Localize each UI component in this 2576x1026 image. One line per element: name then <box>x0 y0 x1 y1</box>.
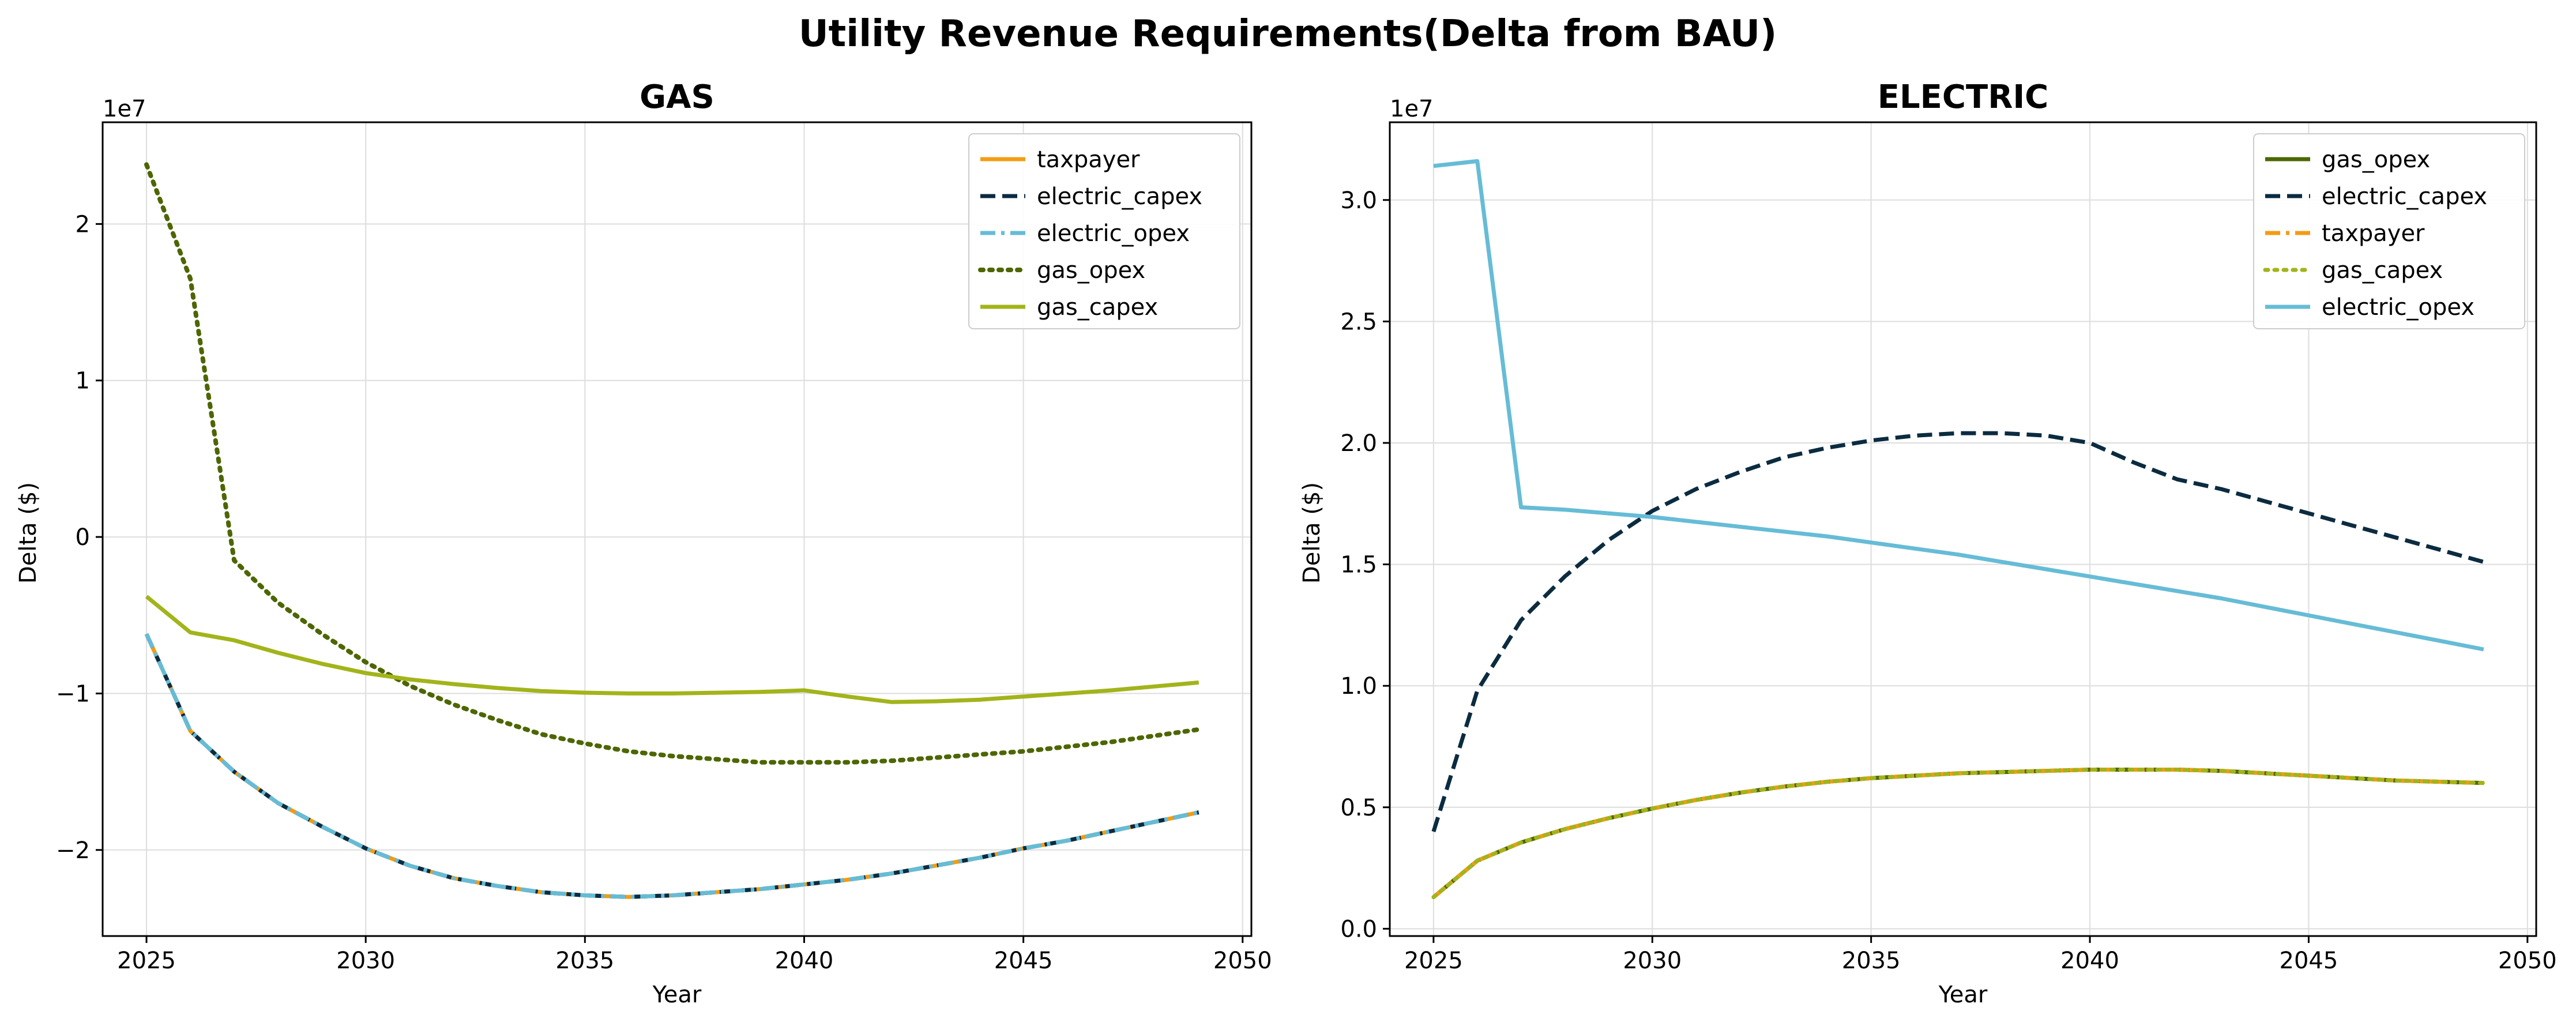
electric-panel-title: ELECTRIC <box>1878 78 2049 116</box>
gas-x-tick-label: 2040 <box>775 948 834 974</box>
gas-y-offset-label: 1e7 <box>103 96 146 122</box>
gas-y-tick-label: 1 <box>76 368 90 394</box>
electric-x-tick-label: 2025 <box>1404 948 1463 974</box>
electric-series-electric-opex <box>1433 159 2484 652</box>
electric-x-tick-label: 2035 <box>1842 948 1901 974</box>
electric-legend-label-taxpayer: taxpayer <box>2322 220 2425 247</box>
electric-series-gas-capex <box>1431 768 2486 900</box>
gas-legend-label-gas-capex: gas_capex <box>1037 294 1158 321</box>
electric-legend: gas_opex electric_capex taxpayer gas_capexe… <box>2253 133 2525 329</box>
electric-y-tick-label: 2.0 <box>1340 430 1377 457</box>
gas-x-tick-label: 2030 <box>336 948 395 974</box>
gas-legend: taxpayer electric_capex electric_opex gas_o… <box>968 133 1240 329</box>
electric-legend-label-electric-opex: electric_opex <box>2322 294 2475 321</box>
gas-axes-frame <box>101 121 1253 937</box>
electric-y-tick-label: 3.0 <box>1340 187 1377 214</box>
electric-x-tick-label: 2050 <box>2498 948 2557 974</box>
gas-legend-label-electric-capex: electric_capex <box>1037 183 1202 210</box>
gas-y-tick-label: −1 <box>56 681 90 707</box>
gas-panel-title: GAS <box>640 78 714 116</box>
electric-legend-label-gas-capex: gas_capex <box>2322 257 2443 284</box>
electric-x-tick-label: 2040 <box>2060 948 2119 974</box>
gas-legend-label-gas-opex: gas_opex <box>1037 257 1145 284</box>
gas-series-electric-opex <box>144 633 1199 899</box>
electric-legend-box <box>2253 133 2525 329</box>
electric-y-tick-label: 1.5 <box>1340 552 1377 578</box>
electric-axes-frame <box>1389 121 2537 937</box>
electric-panel: ELECTRIC 1e7 Year Delta ($) 2025 2030 2035… <box>1299 78 2557 1008</box>
gas-series-gas-opex <box>144 162 1201 765</box>
gas-legend-label-taxpayer: taxpayer <box>1037 146 1140 173</box>
gas-legend-label-electric-opex: electric_opex <box>1037 220 1190 247</box>
gas-legend-box <box>968 133 1240 329</box>
electric-x-axis-label: Year <box>1938 982 1988 1008</box>
electric-legend-label-electric-capex: electric_capex <box>2322 183 2487 210</box>
electric-y-tick-label: 0.5 <box>1340 795 1377 821</box>
gas-y-tick-label: 0 <box>76 524 90 551</box>
electric-y-tick-label: 0.0 <box>1340 916 1377 942</box>
electric-legend-label-gas-opex: gas_opex <box>2322 146 2430 173</box>
electric-y-tick-label: 1.0 <box>1340 673 1377 700</box>
gas-x-tick-label: 2025 <box>117 948 176 974</box>
gas-y-tick-label: −2 <box>56 837 90 864</box>
electric-y-axis-label: Delta ($) <box>1299 482 1325 584</box>
figure-title: Utility Revenue Requirements(Delta from … <box>799 13 1777 55</box>
gas-y-axis-label: Delta ($) <box>15 482 42 584</box>
electric-series-electric-capex <box>1431 431 2484 832</box>
gas-x-tick-label: 2035 <box>555 948 614 974</box>
gas-x-tick-label: 2045 <box>994 948 1053 974</box>
electric-y-tick-label: 2.5 <box>1340 309 1377 335</box>
gas-panel: GAS 1e7 Year Delta ($) 2025 2030 2035 2040 2… <box>15 78 1272 1008</box>
gas-x-tick-label: 2050 <box>1213 948 1272 974</box>
gas-x-axis-label: Year <box>652 982 702 1008</box>
electric-x-tick-label: 2045 <box>2280 948 2338 974</box>
gas-series-gas-capex <box>145 595 1199 704</box>
electric-y-offset-label: 1e7 <box>1390 96 1434 122</box>
gas-y-tick-label: 2 <box>76 211 90 238</box>
electric-x-tick-label: 2030 <box>1623 948 1682 974</box>
